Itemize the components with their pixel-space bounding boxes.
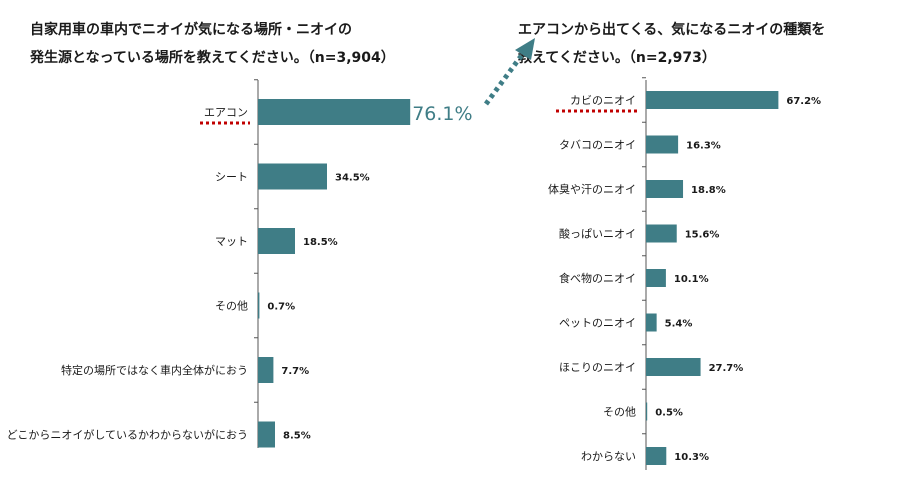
chart2-bar-2 <box>646 135 679 154</box>
chart2-bar-3 <box>646 180 684 198</box>
chart1-bar-6 <box>258 421 275 448</box>
chart1-value-label-2: 34.5% <box>335 173 370 184</box>
chart2-value-label-9: 10.3% <box>674 452 709 463</box>
chart1-bar-5 <box>258 357 274 383</box>
chart2-category-label-5: 食べ物のニオイ <box>559 271 636 285</box>
chart2-value-label-7: 27.7% <box>709 363 744 374</box>
chart1-value-label-5: 7.7% <box>281 366 309 377</box>
connector-arrow-line <box>483 50 527 106</box>
chart2-bar-5 <box>646 269 666 287</box>
chart2-value-label-2: 16.3% <box>686 141 721 152</box>
chart1-value-label-4: 0.7% <box>267 302 295 313</box>
chart2-value-label-3: 18.8% <box>691 185 726 196</box>
chart1-bar-2 <box>258 163 327 190</box>
chart1-category-label-1: エアコン <box>204 106 248 119</box>
chart2-category-label-8: その他 <box>603 406 636 419</box>
chart1-bar-1 <box>258 99 411 125</box>
chart1-bar-3 <box>258 228 295 254</box>
chart2-category-label-1: カビのニオイ <box>570 94 636 107</box>
chart2-category-label-6: ペットのニオイ <box>559 317 636 330</box>
chart1-title-line-1: 自家用車の車内でニオイが気になる場所・ニオイの <box>30 21 352 38</box>
chart2-value-label-5: 10.1% <box>674 274 709 285</box>
chart2-category-label-3: 体臭や汗のニオイ <box>548 182 636 196</box>
connector-arrow-head <box>515 38 535 60</box>
chart1-category-label-4: その他 <box>215 300 248 313</box>
chart2-value-label-8: 0.5% <box>655 408 683 419</box>
chart2-category-label-9: わからない <box>581 450 636 463</box>
chart2-bar-9 <box>646 447 667 465</box>
chart2-category-label-4: 酸っぱいニオイ <box>559 227 636 241</box>
chart1-category-label-2: シート <box>215 171 248 184</box>
chart1-value-label-3: 18.5% <box>303 237 338 248</box>
chart2-category-label-2: タバコのニオイ <box>559 139 636 152</box>
chart1-value-label-6: 8.5% <box>283 431 311 442</box>
chart2-bar-1 <box>646 91 779 109</box>
chart1-value-label-1: 76.1% <box>412 103 472 125</box>
chart1-category-label-3: マット <box>215 235 248 248</box>
chart1-title-line-2: 発生源となっている場所を教えてください。（n=3,904） <box>29 49 395 66</box>
chart1-category-label-5: 特定の場所ではなく車内全体がにおう <box>61 363 248 377</box>
chart2-title-line-2: 教えてください。（n=2,973） <box>518 49 716 66</box>
chart1-category-label-6: どこからニオイがしているかわからないがにおう <box>7 428 248 442</box>
chart2-bar-6 <box>646 313 657 332</box>
chart2-bar-4 <box>646 224 677 243</box>
chart2-value-label-1: 67.2% <box>786 96 821 107</box>
chart2-value-label-4: 15.6% <box>685 230 720 241</box>
chart2-category-label-7: ほこりのニオイ <box>559 361 636 374</box>
chart2-title-line-1: エアコンから出てくる、気になるニオイの種類を <box>518 21 825 38</box>
chart2-value-label-6: 5.4% <box>665 319 693 330</box>
chart2-bar-8 <box>646 402 648 421</box>
chart1-bar-4 <box>258 292 260 319</box>
chart2-bar-7 <box>646 358 701 376</box>
